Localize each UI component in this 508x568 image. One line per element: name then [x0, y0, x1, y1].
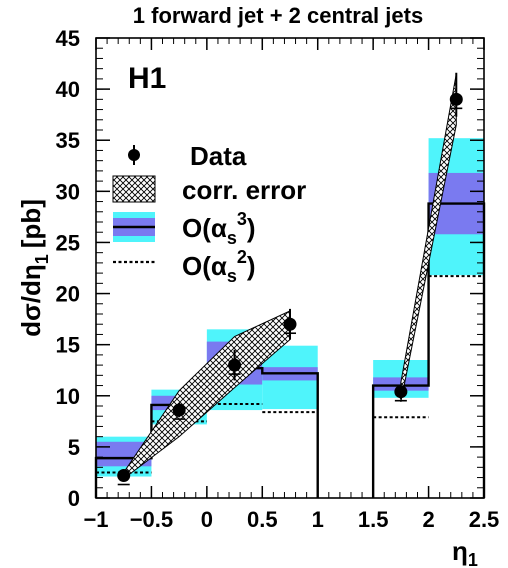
- x-tick-label: 1.5: [358, 507, 389, 532]
- x-tick-label: 2.5: [469, 507, 500, 532]
- y-tick-label: 45: [56, 26, 80, 51]
- x-tick-label: 0.5: [247, 507, 278, 532]
- legend-data-label: Data: [190, 141, 247, 171]
- y-tick-label: 0: [68, 486, 80, 511]
- x-tick-label: −0.5: [130, 507, 173, 532]
- legend-nlo: O(αs3): [113, 209, 256, 248]
- legend-corr: corr. error: [112, 175, 306, 205]
- legend: Data corr. error O(αs3) O(αs2): [112, 141, 306, 286]
- y-tick-label: 15: [56, 333, 80, 358]
- y-tick-label: 25: [56, 230, 80, 255]
- axis-ticks: [95, 37, 485, 499]
- y-tick-label: 40: [56, 77, 80, 102]
- data-point: [228, 358, 242, 372]
- x-tick-label: −1: [83, 507, 108, 532]
- chart-title: 1 forward jet + 2 central jets: [133, 3, 423, 28]
- y-tick-label: 30: [56, 179, 80, 204]
- data-point: [117, 469, 131, 483]
- x-tick-label: 1: [312, 507, 324, 532]
- x-tick-label: 2: [422, 507, 434, 532]
- data-point: [172, 403, 186, 417]
- y-tick-label: 10: [56, 384, 80, 409]
- y-tick-label: 35: [56, 128, 80, 153]
- data-point: [449, 92, 463, 106]
- x-axis-label: η1: [452, 536, 478, 568]
- legend-corr-label: corr. error: [182, 175, 306, 205]
- legend-data: Data: [128, 141, 247, 171]
- data-point: [394, 385, 408, 399]
- y-axis-label: dσ/dη1[pb]: [16, 199, 52, 337]
- plot-frame: [95, 37, 485, 499]
- data-points: [117, 72, 463, 486]
- legend-lo: O(αs2): [113, 247, 256, 286]
- axis-tick-labels: −1 −0.5 0 0.5 1 1.5 2 2.5 0 5 10 15 20 25 30 35 40 45: [56, 26, 500, 532]
- experiment-label: H1: [128, 62, 166, 95]
- legend-corr-swatch: [112, 175, 156, 203]
- y-tick-label: 20: [56, 282, 80, 307]
- legend-lo-label: O(αs2): [182, 247, 256, 286]
- legend-data-marker: [128, 149, 140, 161]
- x-tick-label: 0: [201, 507, 213, 532]
- y-tick-label: 5: [68, 435, 80, 460]
- legend-nlo-label: O(αs3): [182, 209, 256, 248]
- data-point: [283, 317, 297, 331]
